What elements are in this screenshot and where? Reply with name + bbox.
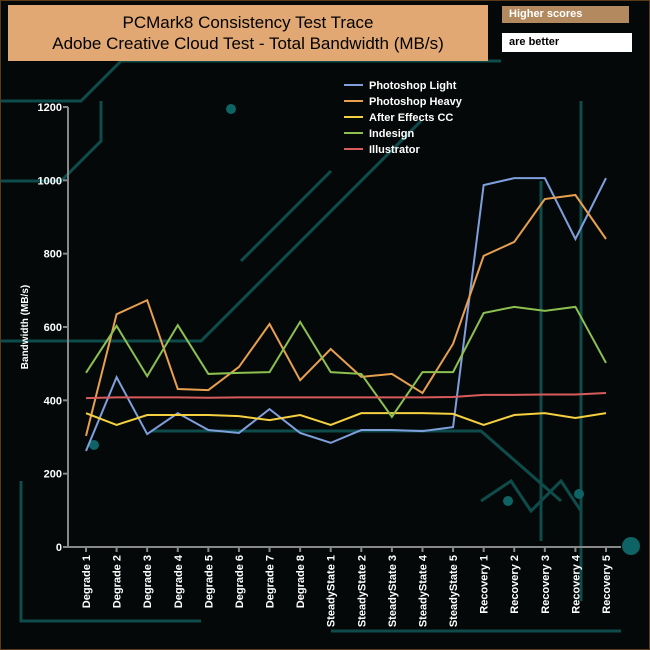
series-line-photoshop-heavy <box>85 193 607 437</box>
chart-title: PCMark8 Consistency Test Trace Adobe Cre… <box>8 5 488 61</box>
note-are-better: are better <box>502 33 632 52</box>
title-line-1: PCMark8 Consistency Test Trace <box>122 13 374 32</box>
x-tick-label: SteadyState 4 <box>417 554 429 627</box>
x-tick-label: Recovery 4 <box>570 554 582 614</box>
y-tick-label: 200 <box>44 469 62 481</box>
y-tick-label: 0 <box>56 542 62 554</box>
y-tick-label: 600 <box>44 322 62 334</box>
legend-label: Photoshop Light <box>369 80 457 92</box>
series-line-after-effects-cc <box>85 412 607 426</box>
x-tick-label: Degrade 7 <box>265 555 277 608</box>
x-tick-label: Degrade 3 <box>142 555 154 608</box>
legend-label: Photoshop Heavy <box>369 96 463 108</box>
x-tick-label: Degrade 4 <box>173 554 185 608</box>
title-line-2: Adobe Creative Cloud Test - Total Bandwi… <box>52 34 444 53</box>
note-higher-scores: Higher scores <box>502 6 629 23</box>
x-tick-label: SteadyState 5 <box>448 555 460 627</box>
x-tick-label: Degrade 8 <box>295 555 307 608</box>
x-tick-label: SteadyState 2 <box>356 555 368 627</box>
x-tick-label: SteadyState 1 <box>326 555 338 627</box>
x-tick-label: Recovery 1 <box>479 555 491 614</box>
y-tick-label: 400 <box>44 395 62 407</box>
x-tick-label: Degrade 6 <box>234 555 246 608</box>
x-tick-label: Recovery 2 <box>509 555 521 614</box>
series-line-indesign <box>85 305 607 419</box>
x-tick-label: Recovery 5 <box>601 555 613 614</box>
series-line-photoshop-light <box>85 177 607 452</box>
x-tick-label: Recovery 3 <box>540 555 552 614</box>
x-tick-label: SteadyState 3 <box>387 555 399 627</box>
y-tick-label: 1200 <box>38 102 62 114</box>
legend-label: Illustrator <box>369 144 420 156</box>
y-tick-label: 800 <box>44 249 62 261</box>
x-tick-label: Degrade 2 <box>112 555 124 608</box>
legend-label: Indesign <box>369 128 415 140</box>
y-axis-label: Bandwidth (MB/s) <box>20 285 31 369</box>
series-line-illustrator <box>85 392 607 400</box>
x-tick-label: Degrade 1 <box>81 555 93 608</box>
y-tick-label: 1000 <box>38 175 62 187</box>
legend-label: After Effects CC <box>369 112 453 124</box>
x-tick-label: Degrade 5 <box>203 555 215 608</box>
